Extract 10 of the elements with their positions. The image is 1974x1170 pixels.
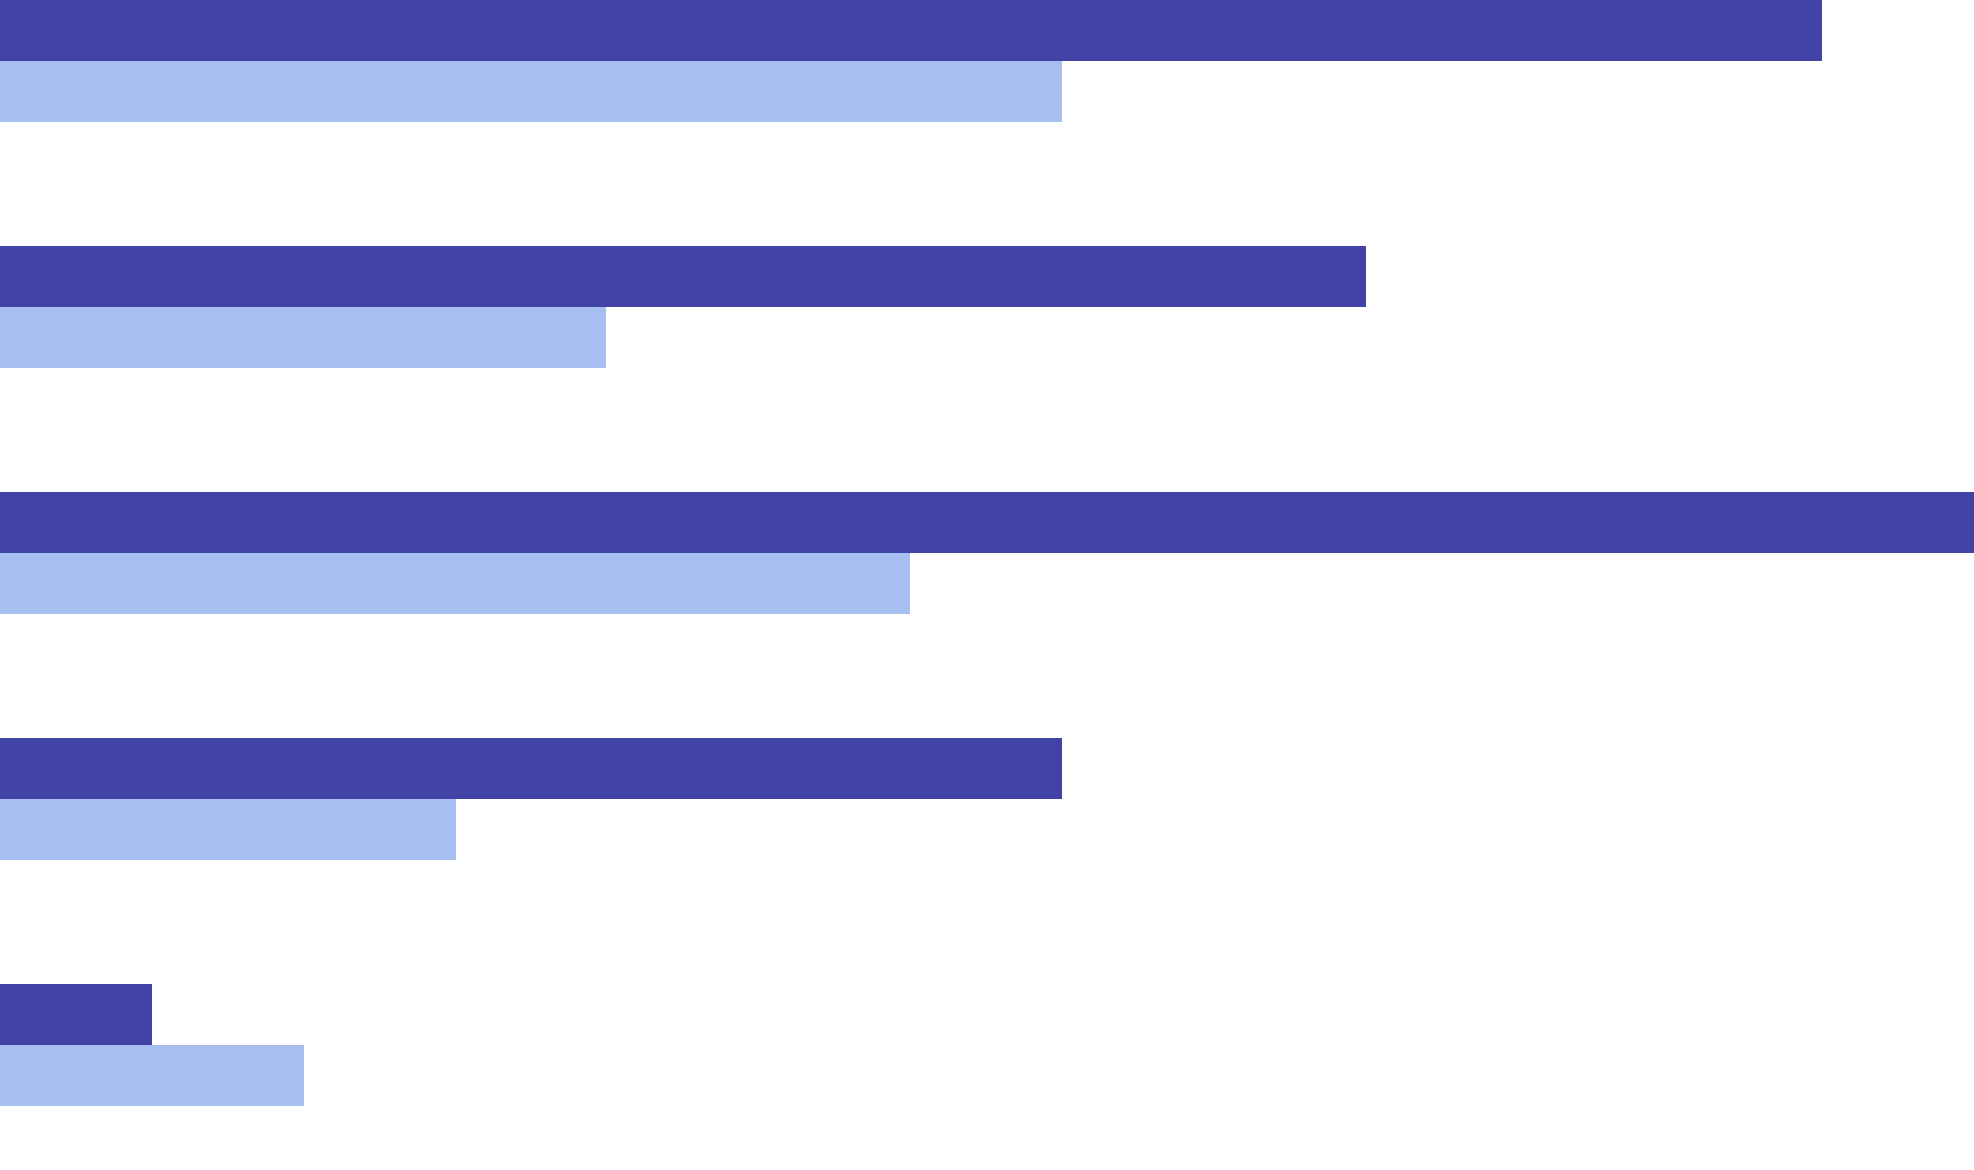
bar <box>0 492 1974 554</box>
bar <box>0 307 607 369</box>
bar <box>0 984 152 1046</box>
bar <box>0 0 1822 62</box>
bar <box>0 246 1367 308</box>
bar <box>0 738 1063 800</box>
bar <box>0 553 911 615</box>
bar <box>0 61 1063 123</box>
bar <box>0 1045 304 1107</box>
bar <box>0 799 456 861</box>
